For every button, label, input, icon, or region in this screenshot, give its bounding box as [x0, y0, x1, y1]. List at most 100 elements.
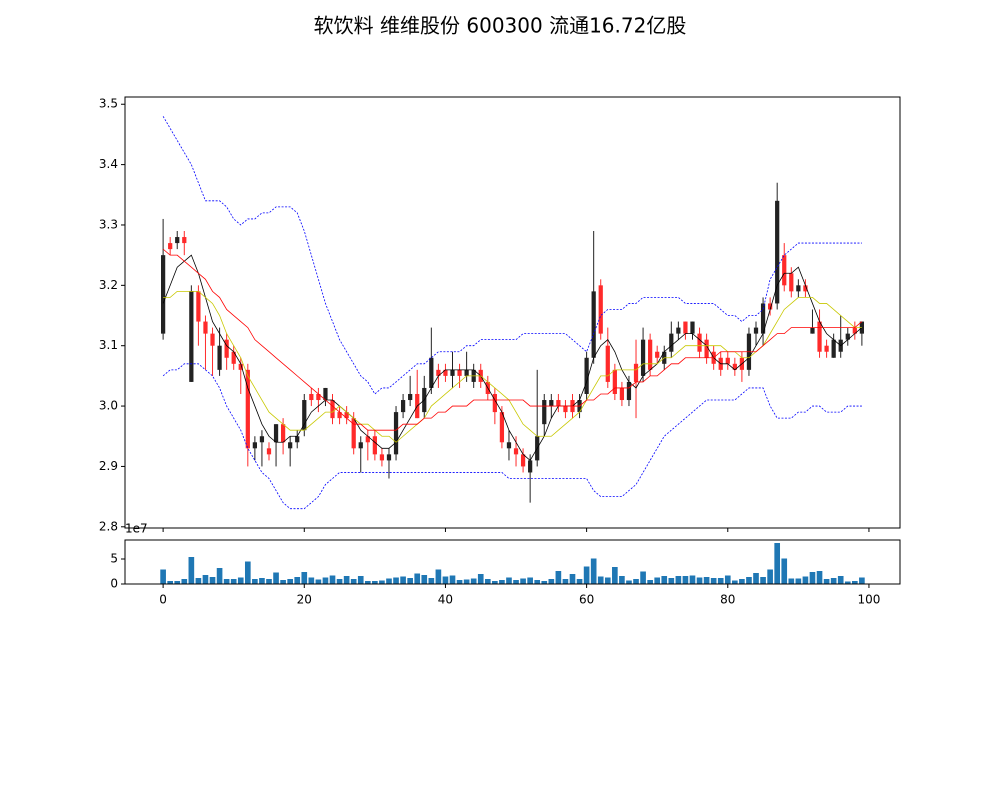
candle-body — [683, 321, 688, 334]
y-tick-label: 3.1 — [99, 338, 118, 352]
bar — [216, 568, 223, 584]
band-line — [162, 116, 862, 395]
bar — [647, 580, 653, 584]
bar — [604, 577, 611, 584]
candle-body — [676, 327, 681, 334]
candle-body — [189, 291, 194, 382]
axes-frame — [124, 96, 901, 529]
candle-body — [549, 400, 554, 407]
y-tick-label: 3.3 — [99, 217, 118, 231]
candle-body — [280, 424, 286, 443]
candle-body — [704, 339, 709, 358]
candle-body — [817, 321, 822, 352]
candle-body — [288, 442, 293, 449]
candle-body — [266, 448, 272, 455]
bar — [421, 575, 428, 584]
bar — [513, 580, 519, 584]
candle-body — [231, 351, 236, 364]
bar — [612, 567, 618, 584]
bar — [583, 566, 590, 584]
bar — [492, 581, 498, 584]
candle-body — [217, 345, 222, 370]
bar — [477, 574, 484, 584]
ma-line — [162, 254, 863, 462]
bar — [379, 580, 385, 584]
x-tick-label: 40 — [438, 593, 453, 607]
y-tick-label: 5 — [110, 552, 118, 566]
bar — [167, 581, 173, 584]
bar — [456, 580, 463, 584]
x-tick-label: 100 — [857, 593, 880, 607]
bar — [181, 579, 188, 584]
candle-body — [464, 369, 469, 376]
candle-body — [556, 400, 561, 407]
bar — [174, 581, 181, 584]
candle-body — [648, 339, 653, 370]
candle-body — [513, 448, 519, 455]
candle-body — [506, 442, 512, 449]
bar — [710, 578, 717, 584]
x-tick-label: 0 — [159, 593, 167, 607]
bar — [682, 576, 689, 584]
bar — [590, 558, 597, 584]
candle-body — [386, 454, 392, 461]
candle-body — [330, 400, 335, 419]
candle-body — [182, 237, 187, 244]
bar — [619, 576, 625, 584]
bar — [315, 579, 322, 584]
bar — [308, 577, 315, 584]
candle-body — [520, 454, 526, 467]
y-tick-label: 3.5 — [99, 97, 118, 111]
bar — [259, 578, 265, 584]
candle-body — [605, 345, 610, 382]
bar — [209, 577, 216, 584]
bar — [527, 577, 533, 584]
bar — [372, 581, 378, 584]
candle-body — [760, 303, 766, 334]
bar — [463, 579, 470, 584]
candle-body — [626, 381, 632, 401]
candle-body — [309, 393, 314, 401]
bar — [364, 581, 371, 584]
bar — [414, 573, 421, 584]
bar — [555, 571, 562, 584]
bar — [788, 578, 795, 584]
bar — [244, 561, 251, 584]
candle-body — [259, 436, 265, 443]
candle-body — [584, 357, 589, 394]
bar — [640, 571, 646, 584]
bar — [717, 578, 724, 584]
bar — [195, 578, 202, 584]
bar — [160, 569, 166, 584]
candle-body — [443, 369, 448, 376]
candle-body — [302, 400, 307, 431]
bar — [322, 577, 329, 584]
candle-body — [450, 369, 455, 376]
candle-body — [344, 412, 349, 419]
candle-body — [175, 237, 180, 244]
candle-body — [457, 369, 462, 376]
bar — [329, 575, 336, 584]
axes-frame — [124, 539, 901, 585]
bar — [266, 579, 272, 584]
candle-body — [782, 255, 787, 286]
candle-body — [393, 412, 399, 455]
candle-body — [408, 393, 413, 401]
bar — [626, 580, 632, 584]
bar — [357, 576, 364, 584]
y-tick-label: 0 — [110, 577, 118, 591]
candle-body — [203, 321, 208, 334]
bar — [301, 572, 308, 584]
candle-body — [768, 303, 773, 310]
candle-body — [400, 400, 406, 413]
candle-body — [273, 424, 279, 443]
bar — [859, 577, 865, 584]
bar — [336, 579, 343, 584]
bar — [703, 577, 710, 584]
bar — [562, 579, 569, 584]
bar — [569, 574, 576, 584]
bar — [350, 579, 357, 584]
bar — [795, 578, 802, 584]
candle-body — [789, 273, 794, 292]
candle-body — [824, 345, 829, 352]
